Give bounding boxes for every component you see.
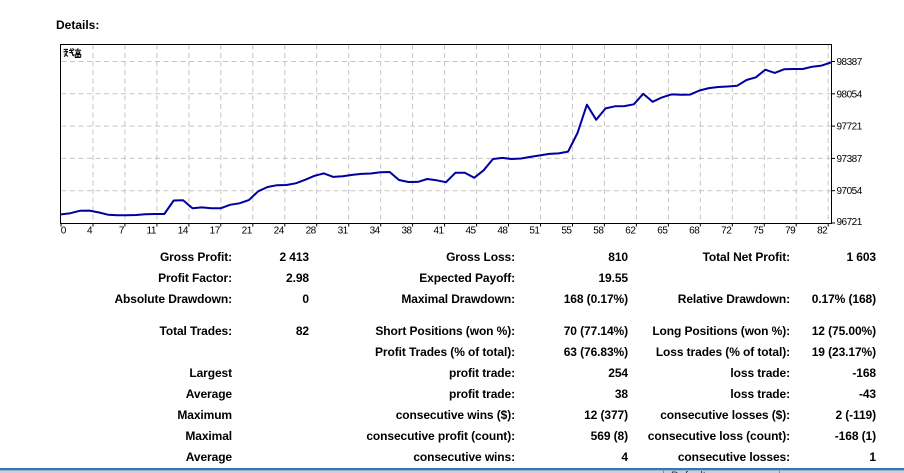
- svg-text:79: 79: [785, 226, 796, 237]
- svg-text:14: 14: [178, 226, 189, 237]
- svg-text:41: 41: [433, 226, 444, 237]
- svg-text:11: 11: [147, 226, 157, 237]
- svg-text:24: 24: [274, 226, 285, 237]
- svg-text:72: 72: [721, 226, 732, 237]
- svg-text:7: 7: [119, 226, 125, 237]
- svg-text:31: 31: [338, 226, 349, 237]
- svg-text:28: 28: [306, 226, 317, 237]
- svg-text:68: 68: [689, 226, 700, 237]
- svg-text:58: 58: [593, 226, 604, 237]
- svg-text:21: 21: [242, 226, 253, 237]
- svg-text:0: 0: [61, 226, 67, 237]
- svg-text:65: 65: [657, 226, 668, 237]
- svg-text:97721: 97721: [837, 122, 863, 133]
- svg-text:75: 75: [753, 226, 764, 237]
- svg-text:38: 38: [401, 226, 412, 237]
- svg-text:62: 62: [625, 226, 636, 237]
- svg-text:55: 55: [561, 226, 572, 237]
- svg-text:96721: 96721: [837, 217, 863, 228]
- svg-text:17: 17: [210, 226, 221, 237]
- svg-text:51: 51: [529, 226, 540, 237]
- svg-text:98387: 98387: [837, 57, 863, 68]
- svg-text:97387: 97387: [837, 154, 863, 165]
- svg-text:98054: 98054: [837, 89, 863, 100]
- svg-text:97054: 97054: [837, 186, 863, 197]
- svg-text:82: 82: [817, 226, 828, 237]
- svg-text:45: 45: [465, 226, 476, 237]
- svg-text:34: 34: [370, 226, 381, 237]
- svg-text:48: 48: [497, 226, 508, 237]
- svg-text:4: 4: [87, 226, 93, 237]
